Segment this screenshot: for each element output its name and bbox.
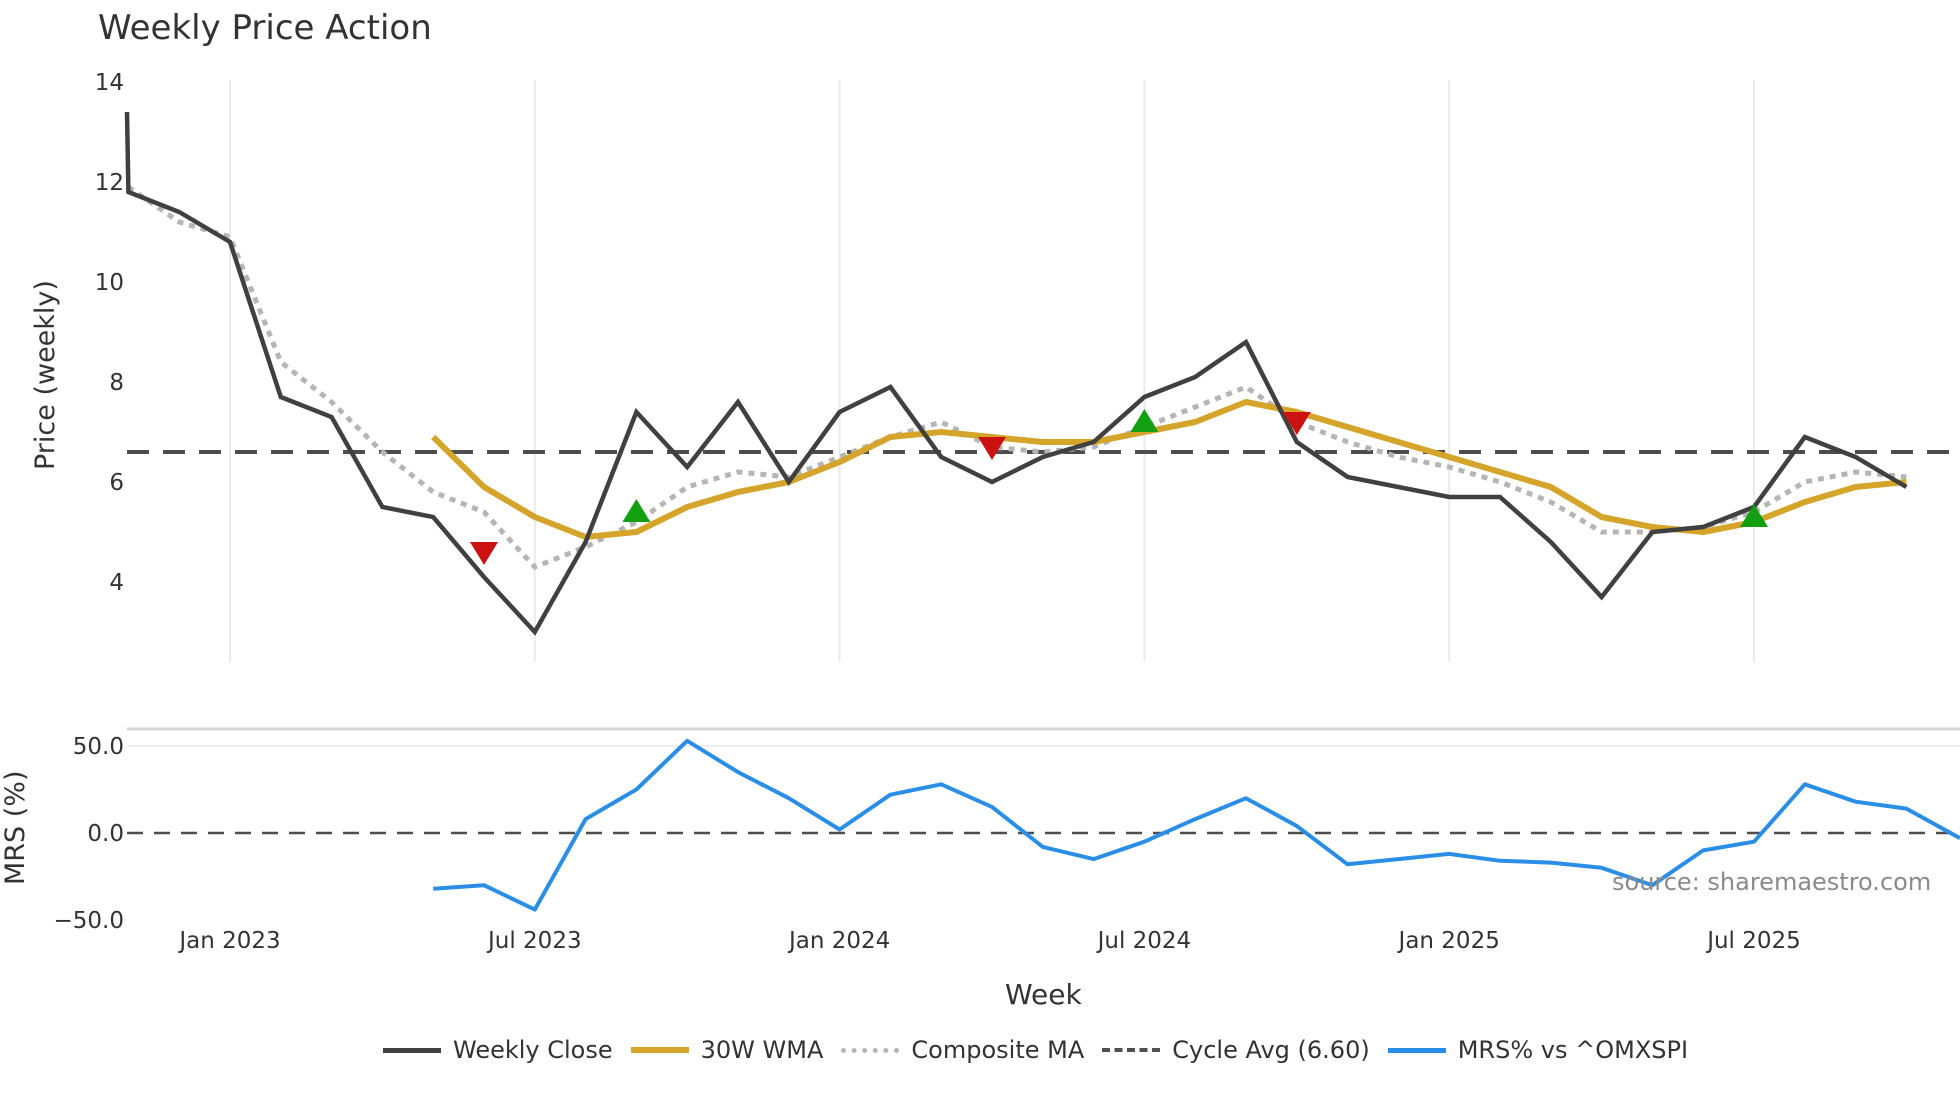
legend-label: 30W WMA <box>700 1036 824 1064</box>
x-tick-label: Jan 2025 <box>1397 928 1500 954</box>
mrs-y-axis-label: MRS (%) <box>0 770 31 886</box>
x-tick-label: Jul 2023 <box>486 928 582 954</box>
source-note: source: sharemaestro.com <box>1612 868 1932 896</box>
y-tick-label: 14 <box>95 70 124 96</box>
legend-item-30w-wma[interactable]: 30W WMA <box>630 1036 824 1064</box>
buy-signal-triangle-up-icon <box>1740 504 1768 527</box>
solid-line-icon <box>630 1047 689 1053</box>
mrs-y-tick-label: 50.0 <box>73 734 124 760</box>
sell-signal-triangle-down-icon <box>978 437 1006 460</box>
mrs-y-ticks: 50.0 0.0 −50.0 <box>54 734 124 934</box>
mrs-y-tick-label: −50.0 <box>54 908 124 934</box>
x-axis-label: Week <box>1005 978 1082 1011</box>
sell-signal-triangle-down-icon <box>1282 412 1311 435</box>
legend: Weekly Close 30W WMA Composite MA Cycle … <box>383 1036 1706 1064</box>
mrs-y-tick-label: 0.0 <box>87 821 124 847</box>
legend-item-composite-ma[interactable]: Composite MA <box>841 1036 1084 1064</box>
legend-item-mrs[interactable]: MRS% vs ^OMXSPI <box>1387 1036 1689 1064</box>
legend-item-cycle-avg[interactable]: Cycle Avg (6.60) <box>1102 1036 1370 1064</box>
chart-title: Weekly Price Action <box>98 8 432 48</box>
y-tick-label: 8 <box>109 370 124 396</box>
x-tick-label: Jan 2023 <box>177 928 280 954</box>
y-tick-label: 4 <box>109 570 124 596</box>
buy-signal-triangle-up-icon <box>1130 409 1159 432</box>
dotted-line-icon <box>841 1047 900 1053</box>
legend-label: Weekly Close <box>453 1036 613 1064</box>
y-tick-label: 10 <box>95 270 124 296</box>
price-y-ticks: 14 12 10 8 6 4 <box>95 70 124 596</box>
sell-signal-triangle-down-icon <box>470 542 498 565</box>
solid-line-icon <box>1387 1047 1446 1053</box>
x-ticks: Jan 2023 Jul 2023 Jan 2024 Jul 2024 Jan 2025… <box>177 928 1800 954</box>
dashed-line-icon <box>1102 1048 1161 1052</box>
wma-30w-line <box>431 399 1907 540</box>
buy-signal-triangle-up-icon <box>622 499 651 522</box>
solid-line-icon <box>383 1047 441 1053</box>
y-tick-label: 12 <box>95 170 124 196</box>
x-tick-label: Jul 2025 <box>1705 928 1801 954</box>
legend-label: Cycle Avg (6.60) <box>1172 1036 1370 1064</box>
price-y-axis-label: Price (weekly) <box>30 280 61 470</box>
vertical-gridlines <box>229 80 1755 662</box>
mrs-line <box>433 738 1960 912</box>
legend-label: MRS% vs ^OMXSPI <box>1457 1036 1689 1064</box>
x-tick-label: Jan 2024 <box>787 928 890 954</box>
signal-markers <box>470 409 1768 565</box>
legend-label: Composite MA <box>911 1036 1085 1064</box>
weekly-close-line <box>124 111 1908 636</box>
legend-item-weekly-close[interactable]: Weekly Close <box>383 1036 613 1064</box>
x-tick-label: Jul 2024 <box>1096 928 1192 954</box>
y-tick-label: 6 <box>109 470 124 496</box>
